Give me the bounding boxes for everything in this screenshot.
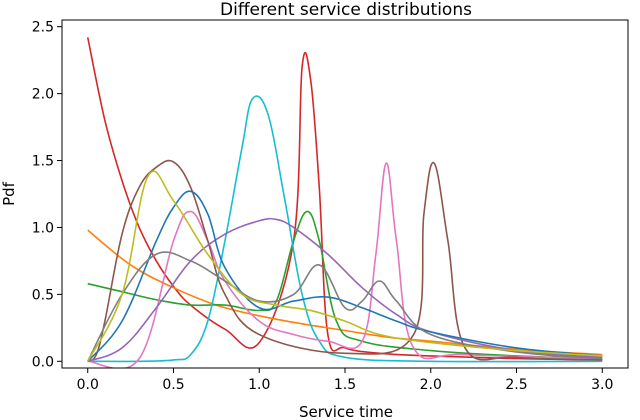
x-tick-label: 2.5	[505, 377, 527, 393]
series-line-8	[87, 190, 603, 362]
series-line-3	[87, 210, 603, 360]
plot-area	[86, 37, 603, 368]
y-tick-label: 2.0	[32, 87, 54, 103]
y-tick-label: 2.5	[32, 20, 54, 36]
series-line-6	[87, 159, 603, 363]
x-tick-label: 1.5	[334, 377, 356, 393]
x-tick-label: 2.0	[420, 377, 442, 393]
x-axis-label: Service time	[299, 403, 393, 420]
x-tick-label: 0.5	[162, 377, 184, 393]
y-axis-label: Pdf	[0, 181, 18, 206]
x-tick-label: 0.0	[77, 377, 99, 393]
series-line-5	[87, 162, 603, 368]
plot-frame	[61, 19, 629, 369]
series-line-4	[87, 95, 603, 363]
y-axis: 0.0 0.5 1.0 1.5 2.0 2.5	[32, 20, 62, 370]
y-tick-label: 1.0	[32, 220, 54, 236]
chart-title: Different service distributions	[220, 0, 472, 20]
x-tick-label: 1.0	[248, 377, 270, 393]
x-tick-label: 3.0	[591, 377, 613, 393]
y-tick-label: 0.5	[32, 287, 54, 303]
series-line-9	[87, 251, 603, 362]
y-tick-label: 1.5	[32, 154, 54, 170]
series-line-7	[87, 217, 603, 363]
y-tick-label: 0.0	[32, 354, 54, 370]
series-line-10	[87, 170, 603, 362]
x-axis: 0.0 0.5 1.0 1.5 2.0 2.5 3.0	[77, 368, 613, 393]
series-line-1	[86, 37, 603, 361]
